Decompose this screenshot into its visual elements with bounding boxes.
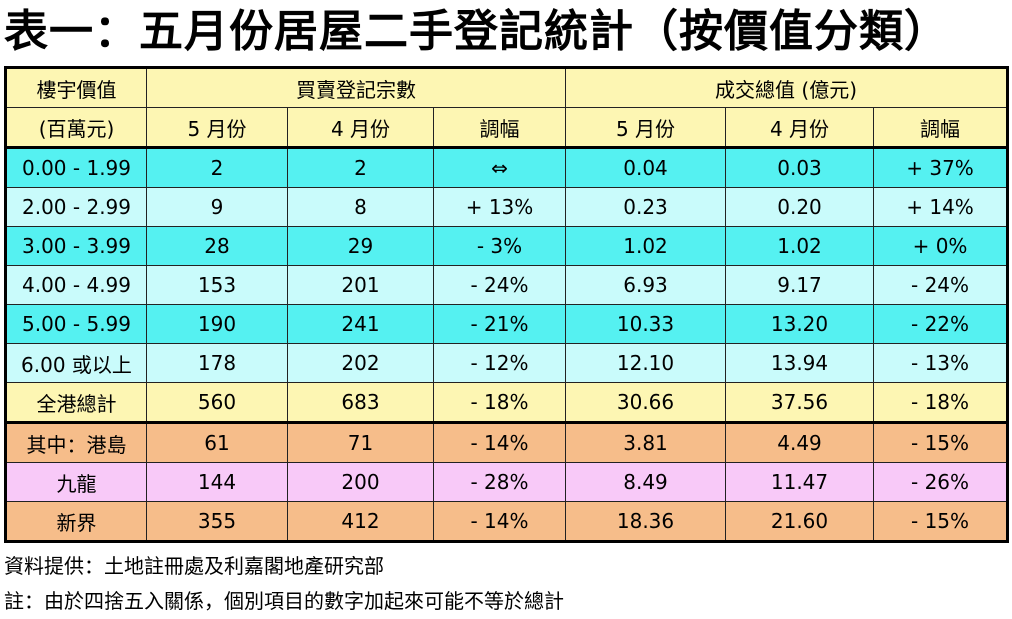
header-deals-group: 買賣登記宗數	[145, 67, 567, 108]
value-range-cell: 6.00 或以上	[5, 343, 147, 383]
deals-may-cell: 153	[146, 265, 288, 305]
value-range-cell: 九龍	[5, 462, 147, 502]
deals-apr-cell: 29	[287, 226, 434, 266]
amount-change-cell: - 15%	[873, 421, 1009, 463]
value-range-cell: 全港總計	[5, 382, 147, 423]
amount-change-cell: - 13%	[873, 343, 1009, 383]
header-row-2: (百萬元) 5 月份 4 月份 調幅 5 月份 4 月份 調幅	[5, 107, 1009, 148]
deals-apr-cell: 201	[287, 265, 434, 305]
deals-change-cell: - 12%	[432, 343, 567, 383]
header-amount-apr: 4 月份	[725, 107, 875, 148]
stats-table: 樓宇價值 買賣登記宗數 成交總值 (億元) (百萬元) 5 月份 4 月份 調幅…	[4, 66, 1010, 543]
table-row: 3.00 - 3.99 28 29- 3% 1.02 1.02 + 0%	[5, 226, 1009, 266]
table-row: 九龍 144 200- 28% 8.49 11.47- 26%	[5, 462, 1009, 502]
header-amount-group: 成交總值 (億元)	[565, 67, 1009, 108]
deals-apr-cell: 2	[287, 146, 434, 188]
deals-change-cell: - 28%	[432, 462, 567, 502]
amount-apr-cell: 0.20	[725, 187, 875, 227]
deals-may-cell: 560	[146, 382, 288, 423]
table-row: 2.00 - 2.99 9 8 + 13% 0.23 0.20 + 14%	[5, 187, 1009, 227]
header-row-1: 樓宇價值 買賣登記宗數 成交總值 (億元)	[5, 67, 1009, 108]
header-deals-may: 5 月份	[146, 107, 288, 148]
header-value-top: 樓宇價值	[5, 67, 147, 108]
deals-change-cell: - 3%	[432, 226, 567, 266]
amount-apr-cell: 21.60	[725, 501, 875, 542]
amount-may-cell: 10.33	[565, 304, 727, 344]
table-row: 5.00 - 5.99 190 241- 21% 10.33 13.20- 22%	[5, 304, 1009, 344]
value-range-cell: 2.00 - 2.99	[5, 187, 147, 227]
amount-change-cell: - 18%	[873, 382, 1009, 423]
table-body: 0.00 - 1.99 2 2 ⇔ 0.04 0.03 + 37% 2.00 - 2.99 9 8…	[5, 146, 1009, 542]
amount-apr-cell: 13.20	[725, 304, 875, 344]
deals-may-cell: 61	[146, 421, 288, 463]
table-row: 新界 355 412- 14% 18.36 21.60- 15%	[5, 501, 1009, 542]
deals-change-cell: + 13%	[432, 187, 567, 227]
amount-change-cell: + 0%	[873, 226, 1009, 266]
deals-may-cell: 178	[146, 343, 288, 383]
amount-apr-cell: 4.49	[725, 421, 875, 463]
amount-may-cell: 0.23	[565, 187, 727, 227]
rounding-note: 註：由於四捨五入關係，個別項目的數字加起來可能不等於總計	[4, 589, 564, 613]
deals-apr-cell: 8	[287, 187, 434, 227]
deals-may-cell: 28	[146, 226, 288, 266]
deals-apr-cell: 71	[287, 421, 434, 463]
deals-apr-cell: 241	[287, 304, 434, 344]
source-note: 資料提供：土地註冊處及利嘉閣地產研究部	[4, 554, 384, 578]
deals-change-cell: - 18%	[432, 382, 567, 423]
amount-may-cell: 30.66	[565, 382, 727, 423]
value-range-cell: 新界	[5, 501, 147, 542]
deals-apr-cell: 412	[287, 501, 434, 542]
value-range-cell: 5.00 - 5.99	[5, 304, 147, 344]
amount-apr-cell: 1.02	[725, 226, 875, 266]
amount-apr-cell: 13.94	[725, 343, 875, 383]
amount-may-cell: 1.02	[565, 226, 727, 266]
header-deals-apr: 4 月份	[287, 107, 434, 148]
table-row: 全港總計 560 683- 18% 30.66 37.56- 18%	[5, 382, 1009, 423]
table-row: 其中：港島 61 71- 14% 3.81 4.49- 15%	[5, 421, 1009, 463]
value-range-cell: 其中：港島	[5, 421, 147, 463]
amount-may-cell: 8.49	[565, 462, 727, 502]
amount-apr-cell: 0.03	[725, 146, 875, 188]
table-row: 6.00 或以上 178 202- 12% 12.10 13.94- 13%	[5, 343, 1009, 383]
value-range-cell: 0.00 - 1.99	[5, 146, 147, 188]
amount-change-cell: - 26%	[873, 462, 1009, 502]
amount-change-cell: + 14%	[873, 187, 1009, 227]
amount-may-cell: 6.93	[565, 265, 727, 305]
amount-may-cell: 12.10	[565, 343, 727, 383]
deals-change-cell: - 24%	[432, 265, 567, 305]
header-amount-may: 5 月份	[565, 107, 727, 148]
value-range-cell: 4.00 - 4.99	[5, 265, 147, 305]
deals-change-cell: - 21%	[432, 304, 567, 344]
table-row: 4.00 - 4.99 153 201- 24% 6.93 9.17- 24%	[5, 265, 1009, 305]
deals-change-cell: - 14%	[432, 501, 567, 542]
header-amount-change: 調幅	[873, 107, 1009, 148]
value-range-cell: 3.00 - 3.99	[5, 226, 147, 266]
amount-apr-cell: 11.47	[725, 462, 875, 502]
header-deals-change: 調幅	[432, 107, 567, 148]
deals-may-cell: 9	[146, 187, 288, 227]
deals-apr-cell: 202	[287, 343, 434, 383]
deals-apr-cell: 683	[287, 382, 434, 423]
deals-change-cell: - 14%	[432, 421, 567, 463]
amount-may-cell: 0.04	[565, 146, 727, 188]
amount-may-cell: 18.36	[565, 501, 727, 542]
amount-apr-cell: 9.17	[725, 265, 875, 305]
deals-may-cell: 144	[146, 462, 288, 502]
deals-may-cell: 2	[146, 146, 288, 188]
deals-change-cell: ⇔	[432, 146, 567, 188]
page-title: 表一：五月份居屋二手登記統計（按價值分類）	[4, 6, 949, 57]
deals-may-cell: 355	[146, 501, 288, 542]
header-value-unit: (百萬元)	[5, 107, 147, 148]
table-row: 0.00 - 1.99 2 2 ⇔ 0.04 0.03 + 37%	[5, 146, 1009, 188]
amount-may-cell: 3.81	[565, 421, 727, 463]
deals-apr-cell: 200	[287, 462, 434, 502]
amount-change-cell: - 22%	[873, 304, 1009, 344]
amount-apr-cell: 37.56	[725, 382, 875, 423]
amount-change-cell: + 37%	[873, 146, 1009, 188]
deals-may-cell: 190	[146, 304, 288, 344]
amount-change-cell: - 24%	[873, 265, 1009, 305]
amount-change-cell: - 15%	[873, 501, 1009, 542]
